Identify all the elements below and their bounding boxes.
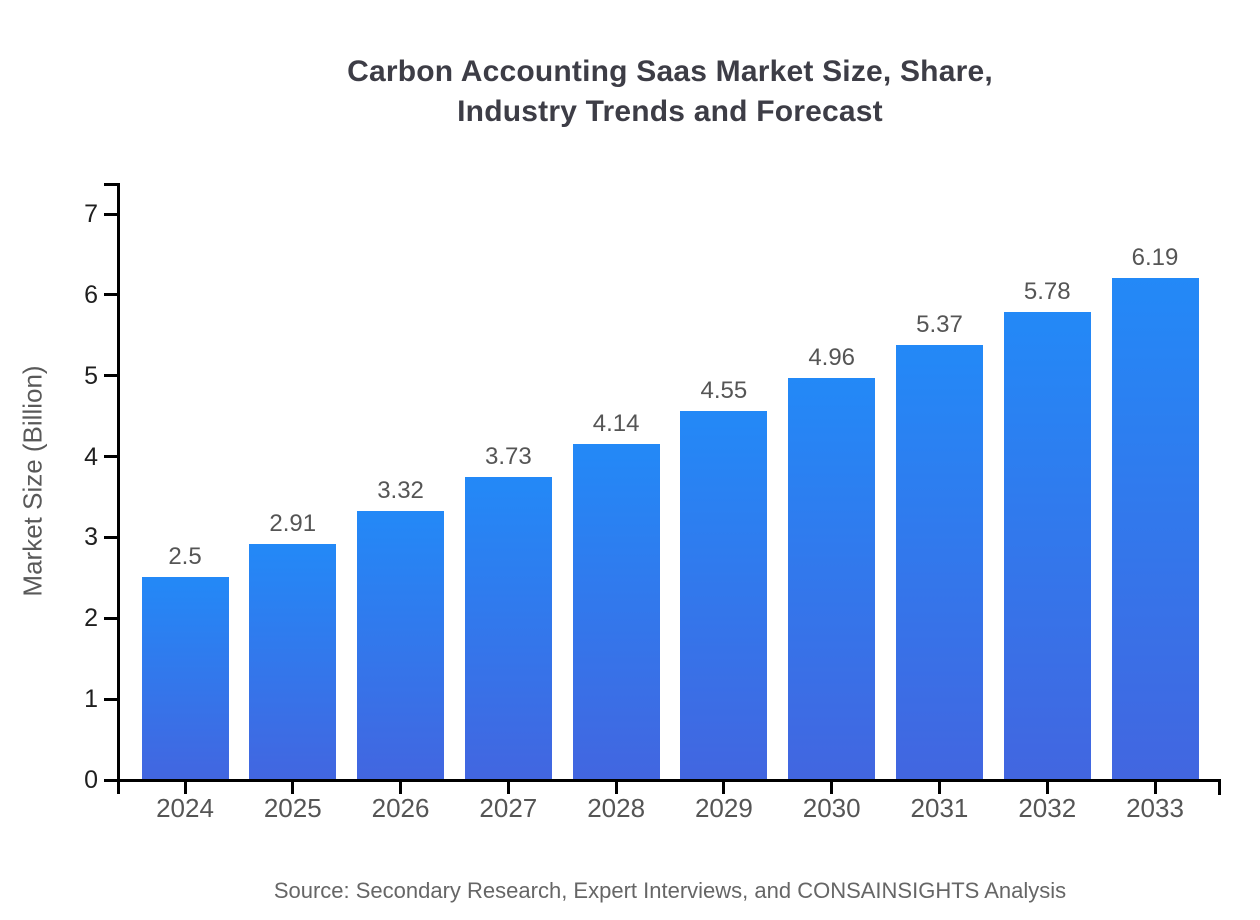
bar: [680, 411, 768, 779]
y-tick-label: 4: [84, 442, 98, 471]
y-tick: [104, 535, 117, 539]
bar: [895, 344, 983, 779]
y-tick: [104, 293, 117, 297]
y-tick-label: 0: [84, 766, 98, 794]
bar-value-label: 4.14: [592, 410, 640, 438]
x-axis-right-cap: [1218, 779, 1221, 795]
x-tick: [614, 781, 618, 794]
x-tick: [937, 781, 941, 794]
bar: [141, 576, 229, 779]
bar: [788, 377, 876, 779]
x-tick-label: 2028: [587, 793, 646, 823]
bar: [572, 444, 660, 779]
y-tick: [104, 455, 117, 459]
x-tick: [722, 781, 726, 794]
x-tick: [1045, 781, 1049, 794]
x-tick: [830, 781, 834, 794]
y-tick-label: 2: [84, 604, 98, 633]
bar: [1111, 278, 1199, 779]
y-tick: [104, 212, 117, 216]
y-tick: [104, 616, 117, 620]
x-tick: [399, 781, 403, 794]
x-tick: [183, 781, 187, 794]
bar: [249, 543, 337, 779]
chart-title-line1: Carbon Accounting Saas Market Size, Shar…: [347, 55, 993, 88]
bar-value-label: 5.37: [916, 310, 963, 338]
x-tick-label: 2030: [802, 793, 861, 823]
y-tick: [104, 778, 117, 782]
y-tick-label: 1: [84, 685, 98, 714]
bar-value-label: 2.5: [168, 542, 202, 570]
bar-value-label: 3.73: [484, 443, 532, 471]
y-tick-label: 3: [84, 523, 98, 552]
bar-value-label: 2.91: [269, 509, 317, 537]
x-tick-label: 2024: [156, 793, 214, 823]
source-caption: Source: Secondary Research, Expert Inter…: [273, 878, 1067, 903]
bar-value-label: 6.19: [1131, 244, 1179, 272]
chart-title: Carbon Accounting Saas Market Size, Shar…: [120, 52, 1220, 132]
bar-value-label: 4.96: [808, 343, 856, 371]
x-tick-label: 2033: [1126, 793, 1184, 823]
x-tick-label: 2025: [263, 793, 322, 823]
x-tick-label: 2032: [1018, 793, 1077, 823]
x-tick-label: 2027: [479, 793, 538, 823]
y-tick-label: 5: [84, 361, 98, 390]
x-axis-line: [117, 779, 1221, 782]
x-tick: [506, 781, 510, 794]
y-axis-top-cap: [104, 183, 120, 186]
bar-value-label: 4.55: [700, 377, 748, 405]
y-tick: [104, 697, 117, 701]
y-tick-label: 6: [84, 280, 98, 309]
bar-value-label: 5.78: [1023, 277, 1071, 305]
bar-value-label: 3.32: [377, 476, 424, 504]
x-tick: [1153, 781, 1157, 794]
bar: [357, 510, 445, 779]
x-tick-label: 2031: [910, 793, 969, 823]
x-tick: [291, 781, 295, 794]
y-tick-label: 7: [84, 200, 98, 228]
chart-title-line2: Industry Trends and Forecast: [457, 95, 883, 128]
bar: [464, 477, 552, 779]
x-tick-label: 2026: [371, 793, 430, 823]
y-tick: [104, 374, 117, 378]
x-tick-label: 2029: [694, 793, 753, 823]
bar: [1003, 311, 1091, 779]
y-axis-line: [117, 183, 120, 794]
